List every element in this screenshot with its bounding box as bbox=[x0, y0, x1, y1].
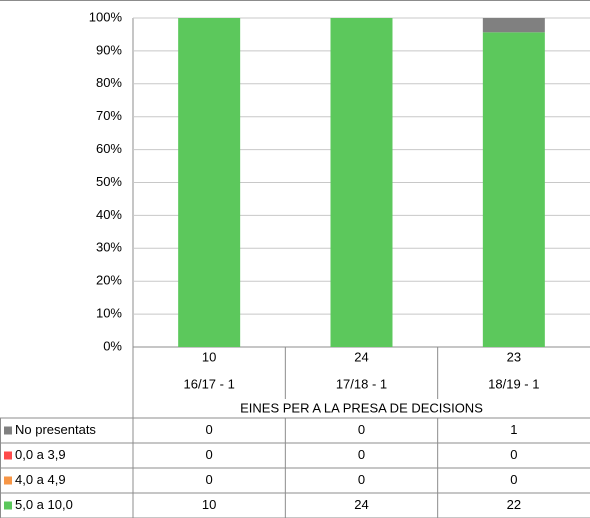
y-tick-label: 10% bbox=[96, 306, 122, 321]
table-value: 0 bbox=[206, 422, 213, 437]
x-tick-label: 17/18 - 1 bbox=[336, 376, 387, 391]
total-label: 23 bbox=[507, 349, 521, 364]
table-value: 0 bbox=[206, 447, 213, 462]
legend-swatch bbox=[4, 476, 12, 485]
table-value: 0 bbox=[510, 472, 517, 487]
table-value: 1 bbox=[510, 422, 517, 437]
legend-label: No presentats bbox=[15, 422, 96, 437]
bar-segment bbox=[482, 32, 545, 347]
table-value: 0 bbox=[206, 472, 213, 487]
bar-segment bbox=[178, 18, 241, 347]
table-value: 0 bbox=[358, 422, 365, 437]
table-value: 0 bbox=[358, 472, 365, 487]
table-value: 0 bbox=[358, 447, 365, 462]
group-label: EINES PER A LA PRESA DE DECISIONS bbox=[240, 400, 483, 415]
bar-segment bbox=[482, 18, 545, 33]
y-tick-label: 70% bbox=[96, 108, 122, 123]
x-tick-label: 16/17 - 1 bbox=[184, 376, 235, 391]
y-tick-label: 20% bbox=[96, 273, 122, 288]
total-label: 24 bbox=[354, 349, 368, 364]
y-tick-label: 80% bbox=[96, 75, 122, 90]
y-tick-label: 90% bbox=[96, 42, 122, 57]
total-label: 10 bbox=[202, 349, 216, 364]
y-tick-label: 50% bbox=[96, 174, 122, 189]
y-tick-label: 60% bbox=[96, 141, 122, 156]
bar-segment bbox=[330, 18, 393, 347]
table-value: 10 bbox=[202, 497, 216, 512]
y-tick-label: 100% bbox=[89, 9, 123, 24]
legend-label: 0,0 a 3,9 bbox=[15, 447, 66, 462]
legend-swatch bbox=[4, 501, 12, 510]
table-value: 24 bbox=[354, 497, 368, 512]
y-tick-label: 0% bbox=[103, 338, 122, 353]
legend-swatch bbox=[4, 451, 12, 460]
legend-swatch bbox=[4, 426, 12, 435]
x-tick-label: 18/19 - 1 bbox=[488, 376, 539, 391]
y-tick-label: 40% bbox=[96, 207, 122, 222]
table-value: 22 bbox=[507, 497, 521, 512]
legend-label: 5,0 a 10,0 bbox=[15, 497, 73, 512]
legend-label: 4,0 a 4,9 bbox=[15, 472, 66, 487]
table-value: 0 bbox=[510, 447, 517, 462]
y-tick-label: 30% bbox=[96, 240, 122, 255]
